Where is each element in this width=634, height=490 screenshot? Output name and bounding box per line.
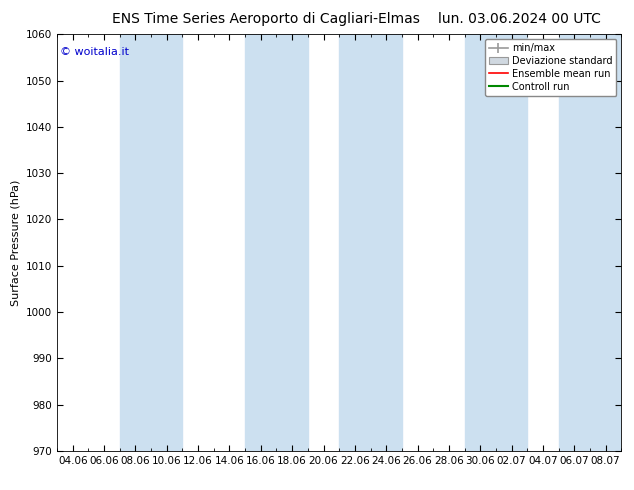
Text: lun. 03.06.2024 00 UTC: lun. 03.06.2024 00 UTC [439, 12, 601, 26]
Bar [120, 34, 183, 451]
Legend: min/max, Deviazione standard, Ensemble mean run, Controll run: min/max, Deviazione standard, Ensemble m… [485, 39, 616, 96]
Bar [559, 34, 621, 451]
Bar [245, 34, 308, 451]
Bar [339, 34, 402, 451]
Y-axis label: Surface Pressure (hPa): Surface Pressure (hPa) [10, 179, 20, 306]
Text: ENS Time Series Aeroporto di Cagliari-Elmas: ENS Time Series Aeroporto di Cagliari-El… [112, 12, 420, 26]
Bar [465, 34, 527, 451]
Text: © woitalia.it: © woitalia.it [60, 47, 129, 57]
